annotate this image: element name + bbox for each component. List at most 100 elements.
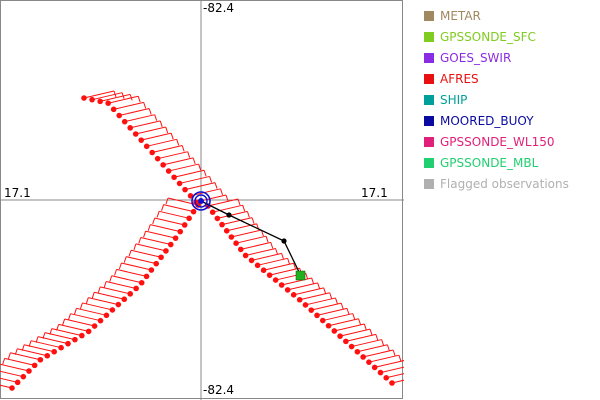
afres-point (290, 292, 297, 298)
wind-barb-flag (329, 292, 333, 299)
afres-point (187, 193, 194, 199)
wind-barb-flag (346, 308, 350, 315)
legend-swatch (424, 11, 434, 21)
wind-barb-flag (118, 262, 122, 270)
wind-barb-shaft (152, 145, 183, 153)
afres-point (127, 125, 134, 131)
afres-point (51, 348, 57, 355)
wind-barb-shaft (322, 313, 353, 322)
afres-point (343, 338, 349, 345)
afres-point (165, 168, 172, 174)
wind-barb-shaft (116, 268, 147, 277)
afres-point (14, 379, 21, 386)
wind-barb-shaft (130, 120, 161, 129)
wind-barb-shaft (30, 340, 62, 349)
wind-barb-flag (161, 204, 165, 211)
afres-point (154, 155, 161, 162)
legend-swatch (424, 95, 434, 105)
wind-barb-flag (181, 145, 185, 152)
wind-barb-shaft (119, 108, 150, 117)
afres-point (81, 95, 87, 101)
wind-barb-shaft (257, 257, 288, 266)
wind-barb-flag (128, 250, 132, 257)
wind-barb-shaft (37, 336, 69, 345)
observation-plot[interactable] (0, 0, 404, 400)
wind-barb-shaft (173, 169, 205, 178)
afres-point (153, 260, 160, 267)
afres-point (278, 282, 285, 288)
wind-barb-flag (176, 139, 180, 146)
wind-barb-shaft (150, 224, 181, 233)
afres-point (319, 317, 326, 324)
wind-barb-flag (392, 349, 396, 357)
legend-swatch (424, 116, 434, 126)
wind-barb-shaft (299, 292, 330, 301)
wind-barb-shaft (363, 349, 394, 358)
wind-barb-shaft (157, 151, 188, 160)
wind-barb-shaft (334, 323, 365, 332)
afres-point (138, 137, 145, 143)
wind-barb-flag (156, 211, 160, 218)
wind-barb-flag (375, 334, 379, 341)
wind-barb-flag (293, 263, 297, 270)
legend-label: GOES_SWIR (440, 51, 512, 65)
wind-barb-flag (363, 323, 367, 331)
wind-barb-flag (242, 205, 246, 212)
wind-barb-shaft (70, 313, 101, 322)
afres-point (371, 364, 378, 371)
storm-center-ring (191, 191, 211, 211)
wind-barb-flag (85, 297, 89, 304)
wind-barb-flag (7, 352, 11, 359)
legend-swatch (424, 53, 434, 63)
wind-barb-shaft (251, 252, 282, 261)
afres-point (121, 296, 128, 303)
wind-barb-flag (133, 243, 137, 251)
wind-barb-flag (170, 133, 174, 140)
afres-point (89, 96, 95, 103)
afres-point (172, 235, 179, 241)
wind-barb-shaft (100, 93, 131, 102)
wind-barb-shaft (221, 217, 253, 226)
wind-barb-shaft (386, 373, 404, 379)
wind-barb-flag (220, 188, 224, 195)
afres-point (79, 332, 85, 339)
wind-barb-shaft (287, 282, 318, 291)
wind-barb-flag (159, 120, 163, 128)
legend-label: METAR (440, 9, 481, 23)
wind-barb-shaft (0, 384, 13, 389)
afres-point (167, 241, 174, 248)
afres-point (331, 328, 338, 334)
afres-point (209, 209, 216, 215)
afres-point (143, 273, 150, 280)
marker-layer (191, 191, 306, 281)
afres-point (171, 174, 177, 181)
afres-point (254, 262, 261, 269)
wind-barb-shaft (76, 307, 107, 316)
afres-point (138, 279, 145, 286)
wind-barb-flag (121, 92, 125, 99)
wind-barb-shaft (94, 291, 125, 300)
wind-barb-flag (68, 313, 71, 320)
wind-barb-shaft (83, 90, 115, 99)
afres-point (389, 380, 395, 386)
wind-barb-flag (225, 194, 229, 202)
afres-point (228, 234, 235, 240)
legend-swatch (424, 158, 434, 168)
afres-point (9, 385, 15, 391)
afres-point (296, 296, 303, 303)
wind-barb-flag (265, 236, 269, 243)
afres-point (65, 340, 71, 347)
wind-barb-shaft (91, 92, 123, 101)
wind-barb-flag (209, 176, 213, 183)
wind-barb-shaft (88, 297, 119, 306)
afres-point (237, 246, 244, 253)
wind-barb-flag (358, 318, 362, 325)
wind-barb-flag (323, 287, 327, 294)
wind-barb-flag (137, 96, 141, 103)
wind-barb-shaft (391, 379, 404, 384)
wind-barb-shaft (0, 377, 18, 383)
wind-barb-shaft (351, 339, 382, 348)
legend-swatch (424, 32, 434, 42)
wind-barb-flag (165, 197, 169, 205)
wind-barb-shaft (108, 95, 139, 104)
